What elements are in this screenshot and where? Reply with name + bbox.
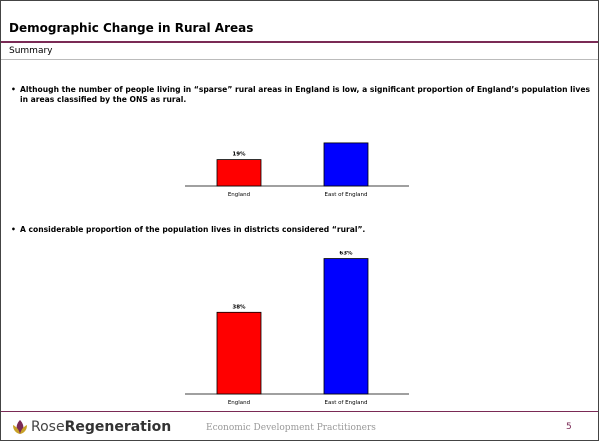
logo-icon bbox=[13, 420, 27, 434]
tagline: Economic Development Practitioners bbox=[206, 423, 376, 433]
x-tick-label: East of England bbox=[325, 400, 368, 406]
x-tick-label: East of England bbox=[325, 192, 368, 198]
bar bbox=[216, 159, 262, 187]
x-tick-label: England bbox=[228, 192, 250, 198]
chart: 38% England 63% East of England bbox=[185, 251, 409, 406]
brand: RoseRegeneration bbox=[31, 419, 171, 435]
brand-bold: Regeneration bbox=[64, 419, 172, 435]
bar bbox=[323, 258, 369, 395]
slide-title: Demographic Change in Rural Areas bbox=[9, 21, 254, 35]
page-number: 5 bbox=[566, 422, 572, 432]
bullet: A considerable proportion of the populat… bbox=[11, 225, 595, 235]
divider bbox=[1, 59, 598, 60]
brand-light: Rose bbox=[31, 419, 65, 435]
divider bbox=[1, 41, 598, 43]
data-label: 19% bbox=[232, 152, 246, 158]
data-label: 63% bbox=[339, 251, 353, 257]
bar bbox=[323, 142, 369, 187]
bar bbox=[216, 311, 262, 395]
x-tick-label: England bbox=[228, 400, 250, 406]
data-label: 38% bbox=[232, 304, 246, 310]
subtitle: Summary bbox=[9, 46, 53, 56]
bullet: Although the number of people living in … bbox=[11, 85, 595, 105]
divider bbox=[1, 411, 598, 412]
chart: 19%England31%East of England bbox=[185, 142, 409, 198]
